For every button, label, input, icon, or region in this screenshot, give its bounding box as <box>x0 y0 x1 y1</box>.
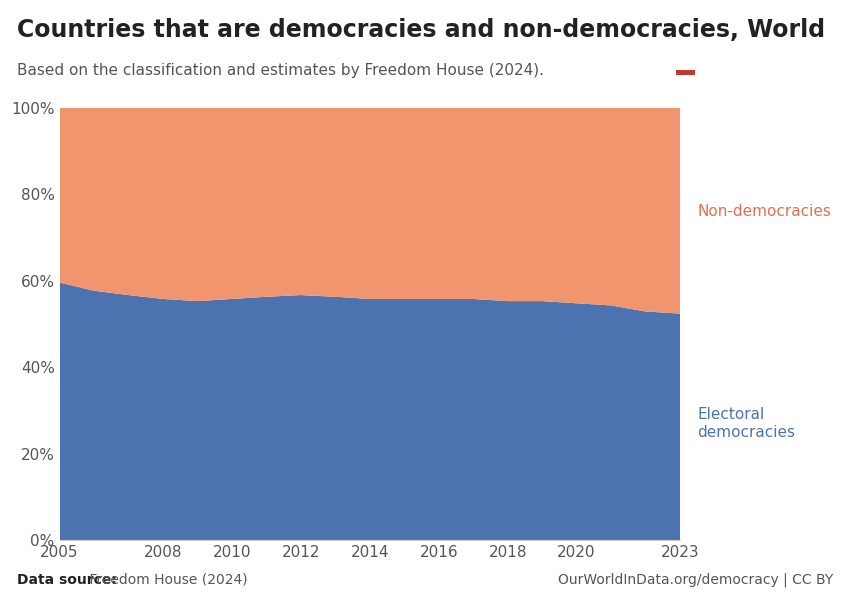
Text: Non-democracies: Non-democracies <box>697 204 831 219</box>
Text: Based on the classification and estimates by Freedom House (2024).: Based on the classification and estimate… <box>17 63 544 78</box>
Text: OurWorldInData.org/democracy | CC BY: OurWorldInData.org/democracy | CC BY <box>558 572 833 587</box>
Text: in Data: in Data <box>728 49 781 61</box>
Bar <box>676 70 694 75</box>
Text: Electoral
democracies: Electoral democracies <box>697 407 796 440</box>
Text: Our World: Our World <box>717 26 792 38</box>
Text: Freedom House (2024): Freedom House (2024) <box>85 573 247 587</box>
Text: Data source:: Data source: <box>17 573 116 587</box>
Text: Countries that are democracies and non-democracies, World: Countries that are democracies and non-d… <box>17 18 825 42</box>
